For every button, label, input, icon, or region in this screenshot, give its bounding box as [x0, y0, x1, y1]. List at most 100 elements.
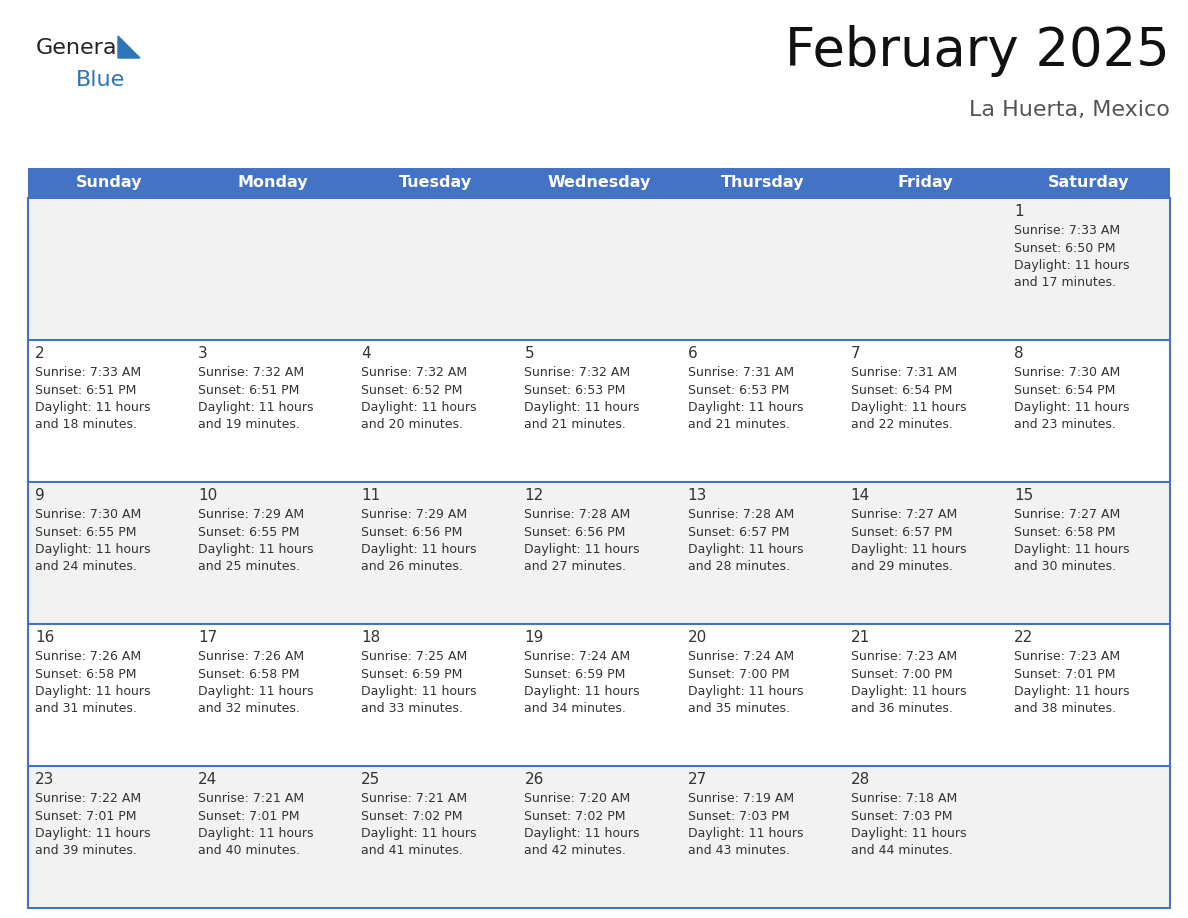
- Text: Thursday: Thursday: [720, 175, 804, 191]
- Text: Daylight: 11 hours: Daylight: 11 hours: [524, 401, 640, 414]
- Text: Sunrise: 7:33 AM: Sunrise: 7:33 AM: [34, 366, 141, 379]
- Bar: [1007, 168, 1170, 198]
- Text: Sunrise: 7:30 AM: Sunrise: 7:30 AM: [34, 508, 141, 521]
- Text: 26: 26: [524, 772, 544, 787]
- Text: Daylight: 11 hours: Daylight: 11 hours: [1013, 259, 1130, 272]
- Text: 14: 14: [851, 488, 870, 503]
- Text: Daylight: 11 hours: Daylight: 11 hours: [34, 685, 151, 698]
- Text: Sunset: 7:03 PM: Sunset: 7:03 PM: [851, 810, 953, 823]
- Text: and 26 minutes.: and 26 minutes.: [361, 561, 463, 574]
- Text: Sunrise: 7:29 AM: Sunrise: 7:29 AM: [361, 508, 467, 521]
- Text: Daylight: 11 hours: Daylight: 11 hours: [524, 543, 640, 556]
- Text: 6: 6: [688, 346, 697, 361]
- Text: Sunset: 6:58 PM: Sunset: 6:58 PM: [1013, 525, 1116, 539]
- Text: and 33 minutes.: and 33 minutes.: [361, 702, 463, 715]
- Text: and 28 minutes.: and 28 minutes.: [688, 561, 790, 574]
- Bar: [354, 168, 518, 198]
- Text: and 20 minutes.: and 20 minutes.: [361, 419, 463, 431]
- Text: 25: 25: [361, 772, 380, 787]
- Text: Daylight: 11 hours: Daylight: 11 hours: [361, 685, 476, 698]
- Text: 15: 15: [1013, 488, 1034, 503]
- Text: Sunset: 6:51 PM: Sunset: 6:51 PM: [198, 384, 299, 397]
- Text: and 21 minutes.: and 21 minutes.: [524, 419, 626, 431]
- Text: Sunrise: 7:18 AM: Sunrise: 7:18 AM: [851, 792, 958, 805]
- Text: Sunrise: 7:32 AM: Sunrise: 7:32 AM: [361, 366, 467, 379]
- Text: Sunset: 6:59 PM: Sunset: 6:59 PM: [524, 667, 626, 680]
- Text: Sunrise: 7:24 AM: Sunrise: 7:24 AM: [524, 650, 631, 663]
- Text: Sunset: 6:54 PM: Sunset: 6:54 PM: [851, 384, 952, 397]
- Text: Saturday: Saturday: [1048, 175, 1129, 191]
- Text: Sunset: 6:50 PM: Sunset: 6:50 PM: [1013, 241, 1116, 254]
- Text: Sunset: 6:57 PM: Sunset: 6:57 PM: [851, 525, 953, 539]
- Text: Sunset: 7:03 PM: Sunset: 7:03 PM: [688, 810, 789, 823]
- Bar: [29, 482, 1170, 624]
- Text: Sunset: 6:51 PM: Sunset: 6:51 PM: [34, 384, 137, 397]
- Text: Daylight: 11 hours: Daylight: 11 hours: [688, 827, 803, 840]
- Text: Sunrise: 7:21 AM: Sunrise: 7:21 AM: [361, 792, 467, 805]
- Text: Sunset: 7:00 PM: Sunset: 7:00 PM: [688, 667, 789, 680]
- Text: Sunset: 7:01 PM: Sunset: 7:01 PM: [1013, 667, 1116, 680]
- Text: Blue: Blue: [76, 70, 125, 90]
- Text: Daylight: 11 hours: Daylight: 11 hours: [524, 685, 640, 698]
- Text: Sunrise: 7:27 AM: Sunrise: 7:27 AM: [851, 508, 958, 521]
- Text: Sunrise: 7:30 AM: Sunrise: 7:30 AM: [1013, 366, 1120, 379]
- Text: Sunrise: 7:22 AM: Sunrise: 7:22 AM: [34, 792, 141, 805]
- Text: 20: 20: [688, 630, 707, 645]
- Text: Daylight: 11 hours: Daylight: 11 hours: [198, 827, 314, 840]
- Text: February 2025: February 2025: [785, 25, 1170, 77]
- Text: Sunrise: 7:24 AM: Sunrise: 7:24 AM: [688, 650, 794, 663]
- Text: Sunrise: 7:25 AM: Sunrise: 7:25 AM: [361, 650, 468, 663]
- Text: Sunrise: 7:31 AM: Sunrise: 7:31 AM: [688, 366, 794, 379]
- Text: and 22 minutes.: and 22 minutes.: [851, 419, 953, 431]
- Bar: [29, 766, 1170, 908]
- Text: Sunset: 6:57 PM: Sunset: 6:57 PM: [688, 525, 789, 539]
- Text: Daylight: 11 hours: Daylight: 11 hours: [851, 685, 966, 698]
- Text: Daylight: 11 hours: Daylight: 11 hours: [1013, 543, 1130, 556]
- Text: 12: 12: [524, 488, 544, 503]
- Text: Sunrise: 7:33 AM: Sunrise: 7:33 AM: [1013, 224, 1120, 237]
- Text: Sunset: 7:02 PM: Sunset: 7:02 PM: [524, 810, 626, 823]
- Text: Daylight: 11 hours: Daylight: 11 hours: [1013, 685, 1130, 698]
- Text: and 21 minutes.: and 21 minutes.: [688, 419, 790, 431]
- Text: Sunrise: 7:23 AM: Sunrise: 7:23 AM: [1013, 650, 1120, 663]
- Text: 16: 16: [34, 630, 55, 645]
- Text: Sunrise: 7:26 AM: Sunrise: 7:26 AM: [34, 650, 141, 663]
- Text: Daylight: 11 hours: Daylight: 11 hours: [361, 401, 476, 414]
- Text: 7: 7: [851, 346, 860, 361]
- Text: Sunset: 6:53 PM: Sunset: 6:53 PM: [524, 384, 626, 397]
- Text: 3: 3: [198, 346, 208, 361]
- Bar: [843, 168, 1007, 198]
- Text: Friday: Friday: [897, 175, 953, 191]
- Text: and 38 minutes.: and 38 minutes.: [1013, 702, 1116, 715]
- Text: Sunrise: 7:29 AM: Sunrise: 7:29 AM: [198, 508, 304, 521]
- Text: and 18 minutes.: and 18 minutes.: [34, 419, 137, 431]
- Text: Daylight: 11 hours: Daylight: 11 hours: [851, 543, 966, 556]
- Text: 1: 1: [1013, 204, 1024, 219]
- Text: Sunrise: 7:32 AM: Sunrise: 7:32 AM: [524, 366, 631, 379]
- Text: and 29 minutes.: and 29 minutes.: [851, 561, 953, 574]
- Text: Sunrise: 7:28 AM: Sunrise: 7:28 AM: [688, 508, 794, 521]
- Text: Daylight: 11 hours: Daylight: 11 hours: [34, 543, 151, 556]
- Text: Daylight: 11 hours: Daylight: 11 hours: [851, 827, 966, 840]
- Text: Sunrise: 7:21 AM: Sunrise: 7:21 AM: [198, 792, 304, 805]
- Text: 18: 18: [361, 630, 380, 645]
- Text: Sunset: 6:52 PM: Sunset: 6:52 PM: [361, 384, 462, 397]
- Text: Daylight: 11 hours: Daylight: 11 hours: [198, 685, 314, 698]
- Text: 24: 24: [198, 772, 217, 787]
- Text: Sunrise: 7:28 AM: Sunrise: 7:28 AM: [524, 508, 631, 521]
- Text: Sunset: 7:01 PM: Sunset: 7:01 PM: [198, 810, 299, 823]
- Bar: [29, 168, 191, 198]
- Text: Daylight: 11 hours: Daylight: 11 hours: [688, 401, 803, 414]
- Text: Daylight: 11 hours: Daylight: 11 hours: [688, 543, 803, 556]
- Text: Daylight: 11 hours: Daylight: 11 hours: [524, 827, 640, 840]
- Text: 28: 28: [851, 772, 870, 787]
- Text: and 25 minutes.: and 25 minutes.: [198, 561, 301, 574]
- Text: Sunset: 7:02 PM: Sunset: 7:02 PM: [361, 810, 463, 823]
- Text: Sunset: 6:56 PM: Sunset: 6:56 PM: [361, 525, 462, 539]
- Bar: [29, 340, 1170, 482]
- Text: Sunset: 6:55 PM: Sunset: 6:55 PM: [34, 525, 137, 539]
- Text: 9: 9: [34, 488, 45, 503]
- Text: Sunset: 6:56 PM: Sunset: 6:56 PM: [524, 525, 626, 539]
- Text: 4: 4: [361, 346, 371, 361]
- Text: 19: 19: [524, 630, 544, 645]
